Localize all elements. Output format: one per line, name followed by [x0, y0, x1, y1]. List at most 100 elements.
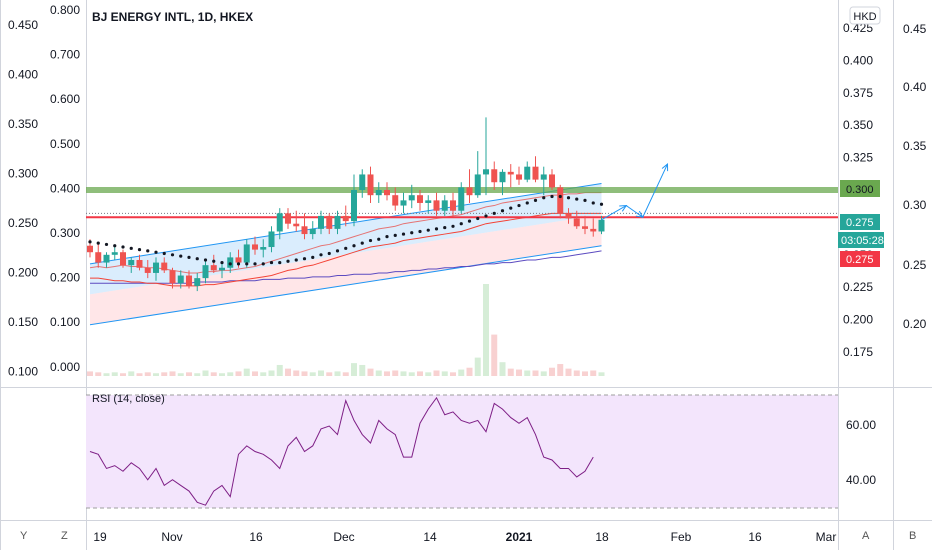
- far-left-axis-tick: 0.300: [8, 167, 38, 181]
- regression-channel[interactable]: [89, 183, 602, 326]
- candle-body: [507, 171, 514, 175]
- psar-dot: [542, 196, 546, 200]
- left-overlay-axis-tick: 0.700: [50, 48, 80, 62]
- candle-body: [375, 190, 382, 196]
- psar-dot: [179, 254, 183, 258]
- psar-dot: [558, 194, 562, 199]
- psar-dot: [253, 262, 257, 266]
- volume-bar: [293, 370, 300, 376]
- psar-dot: [170, 253, 175, 257]
- far-right-axis-tick: 0.35: [903, 139, 927, 153]
- candle-body: [384, 190, 390, 196]
- candle-body: [441, 200, 448, 211]
- x-axis-tick: 16: [748, 530, 762, 544]
- psar-dot: [327, 251, 331, 256]
- candle-body: [474, 174, 481, 196]
- psar-dot: [137, 248, 142, 252]
- psar-dot: [269, 260, 274, 265]
- volume-bar: [153, 373, 159, 376]
- psar-dot: [393, 233, 397, 237]
- candle-body: [359, 174, 366, 190]
- psar-dot: [401, 232, 406, 236]
- psar-dot: [352, 244, 356, 248]
- left-overlay-axis-tick: 0.000: [50, 360, 80, 374]
- volume-bar: [243, 368, 250, 376]
- candle-body: [260, 247, 267, 250]
- volume-bar: [235, 371, 242, 376]
- candle-body: [144, 267, 151, 273]
- psar-dot: [410, 231, 414, 235]
- auto-scale-button[interactable]: A: [862, 530, 870, 542]
- candle-body: [516, 174, 522, 180]
- far-left-axis-tick: 0.450: [8, 18, 38, 32]
- psar-dot: [129, 246, 133, 250]
- psar-dot: [533, 198, 538, 202]
- candle-body: [301, 226, 308, 235]
- left-overlay-axis-tick: 0.800: [50, 3, 80, 17]
- b-button[interactable]: B: [909, 530, 916, 542]
- rsi-axis-tick: 60.00: [846, 418, 876, 432]
- volume-bar: [136, 373, 143, 376]
- psar-dot: [517, 203, 521, 208]
- candle-body: [169, 270, 176, 284]
- psar-dot: [492, 211, 496, 215]
- volume-bar: [524, 370, 531, 376]
- candle-body: [268, 231, 275, 248]
- candle-body: [524, 166, 531, 180]
- psar-dot: [426, 228, 430, 232]
- candle-body: [450, 200, 456, 211]
- right-axis-tick: 0.400: [843, 53, 873, 67]
- channel-lower-fill: [90, 214, 602, 325]
- volume-bar: [161, 372, 168, 376]
- volume-bar: [532, 370, 539, 376]
- psar-dot: [591, 201, 595, 205]
- volume-bar: [367, 368, 374, 376]
- y-axis-button[interactable]: Y: [20, 530, 28, 542]
- volume-bar: [219, 373, 225, 376]
- candle-body: [565, 213, 572, 219]
- psar-dot: [212, 259, 216, 263]
- z-button[interactable]: Z: [61, 530, 68, 542]
- x-axis-tick: 16: [249, 530, 263, 544]
- psar-dot: [220, 260, 224, 265]
- right-axis-tick: 0.325: [843, 151, 873, 165]
- volume-bar: [103, 373, 110, 376]
- psar-dot: [575, 197, 579, 201]
- countdown-text: 03:05:28: [841, 235, 884, 247]
- volume-bar: [260, 372, 267, 376]
- psar-dot: [187, 255, 191, 259]
- projection-arrows[interactable]: [601, 163, 669, 221]
- far-left-axis-tick: 0.350: [8, 117, 38, 131]
- volume-bar: [301, 371, 308, 376]
- candle-body: [491, 169, 498, 183]
- currency-badge[interactable]: HKD: [849, 6, 881, 25]
- psar-dot: [146, 249, 150, 253]
- candle-body: [408, 195, 415, 201]
- axes: 0.4250.4000.3750.3500.3250.3000.2750.250…: [8, 3, 927, 544]
- psar-dot: [434, 227, 439, 231]
- candles[interactable]: [87, 117, 605, 292]
- x-axis-tick: Nov: [161, 530, 182, 544]
- candle-body: [177, 275, 184, 284]
- rsi-line: [89, 396, 594, 506]
- volume-bar: [499, 362, 506, 376]
- volume-bar: [450, 372, 456, 376]
- right-axis-tick: 0.175: [843, 345, 873, 359]
- volume-bar: [540, 371, 547, 376]
- x-axis-tick: 18: [595, 530, 609, 544]
- volume-bar: [309, 372, 316, 376]
- volume-bars: [87, 284, 605, 376]
- volume-bar: [334, 371, 341, 376]
- projection-arrowhead: [635, 210, 644, 218]
- candle-body: [194, 278, 201, 286]
- candle-body: [582, 226, 588, 229]
- candle-body: [161, 262, 168, 271]
- price-tag-red: 0.275: [840, 251, 880, 267]
- chart-title: BJ ENERGY INTL, 1D, HKEX: [92, 10, 253, 24]
- volume-bar: [268, 370, 275, 376]
- psar-dot: [104, 242, 109, 247]
- volume-bar: [177, 373, 184, 376]
- candle-body: [153, 262, 159, 273]
- psar-dot: [566, 196, 571, 200]
